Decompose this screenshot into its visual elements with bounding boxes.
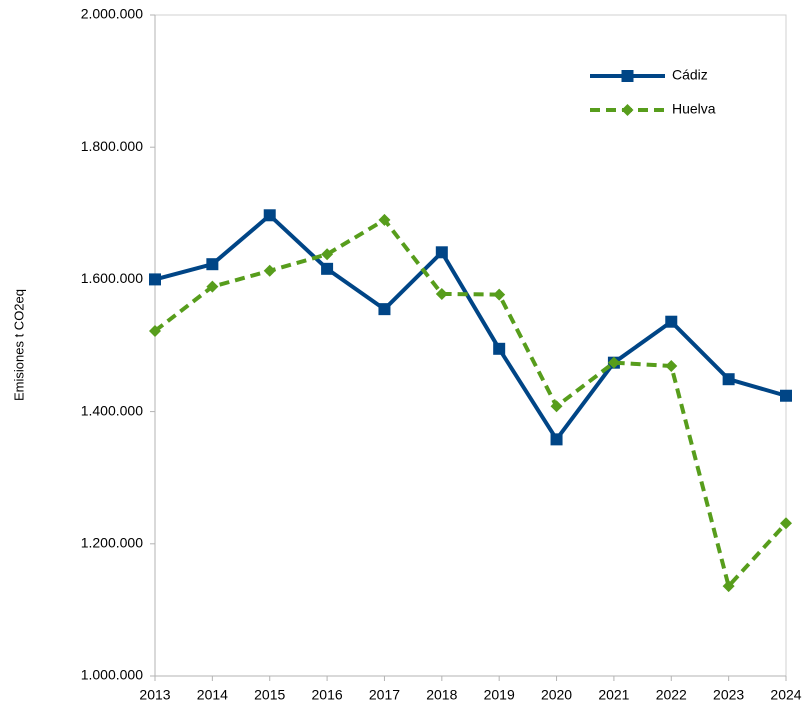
x-tick-label: 2013 [139, 687, 170, 703]
y-tick-label: 1.000.000 [81, 667, 143, 683]
series-line [153, 217, 788, 589]
marker [722, 373, 735, 386]
y-tick-label: 1.400.000 [81, 402, 143, 418]
y-tick-label: 1.600.000 [81, 270, 143, 286]
marker [149, 273, 161, 286]
x-tick-label: 2016 [312, 687, 343, 703]
y-axis-label: Emisiones t CO2eq [11, 289, 26, 401]
marker [321, 248, 334, 261]
marker [780, 389, 792, 402]
marker [263, 264, 276, 277]
x-tick-label: 2023 [713, 687, 744, 703]
x-tick-label: 2021 [598, 687, 629, 703]
marker [780, 517, 792, 530]
marker [321, 262, 334, 275]
marker [435, 246, 448, 259]
x-tick-label: 2020 [541, 687, 572, 703]
marker [206, 258, 219, 271]
y-tick-label: 1.200.000 [81, 535, 143, 551]
marker [149, 324, 161, 337]
y-tick-label: 1.800.000 [81, 138, 143, 154]
legend-label: Huelva [672, 101, 716, 117]
marker [378, 303, 391, 316]
marker [550, 400, 563, 413]
marker [493, 342, 506, 355]
marker [550, 433, 563, 446]
y-tick-label: 2.000.000 [81, 6, 143, 22]
x-tick-label: 2024 [770, 687, 801, 703]
marker [722, 580, 735, 593]
marker [665, 315, 678, 328]
marker [378, 213, 391, 226]
marker [206, 280, 219, 293]
legend-label: Cádiz [672, 67, 708, 83]
x-tick-label: 2019 [484, 687, 515, 703]
series-line [154, 213, 787, 442]
x-tick-label: 2014 [197, 687, 228, 703]
x-tick-label: 2018 [426, 687, 457, 703]
marker [607, 356, 620, 369]
marker [665, 359, 678, 372]
x-tick-label: 2022 [656, 687, 687, 703]
legend-marker [621, 104, 634, 116]
legend-marker [621, 70, 634, 82]
marker [263, 209, 276, 222]
x-tick-label: 2017 [369, 687, 400, 703]
x-tick-label: 2015 [254, 687, 285, 703]
marker [493, 288, 506, 301]
marker [435, 287, 448, 300]
